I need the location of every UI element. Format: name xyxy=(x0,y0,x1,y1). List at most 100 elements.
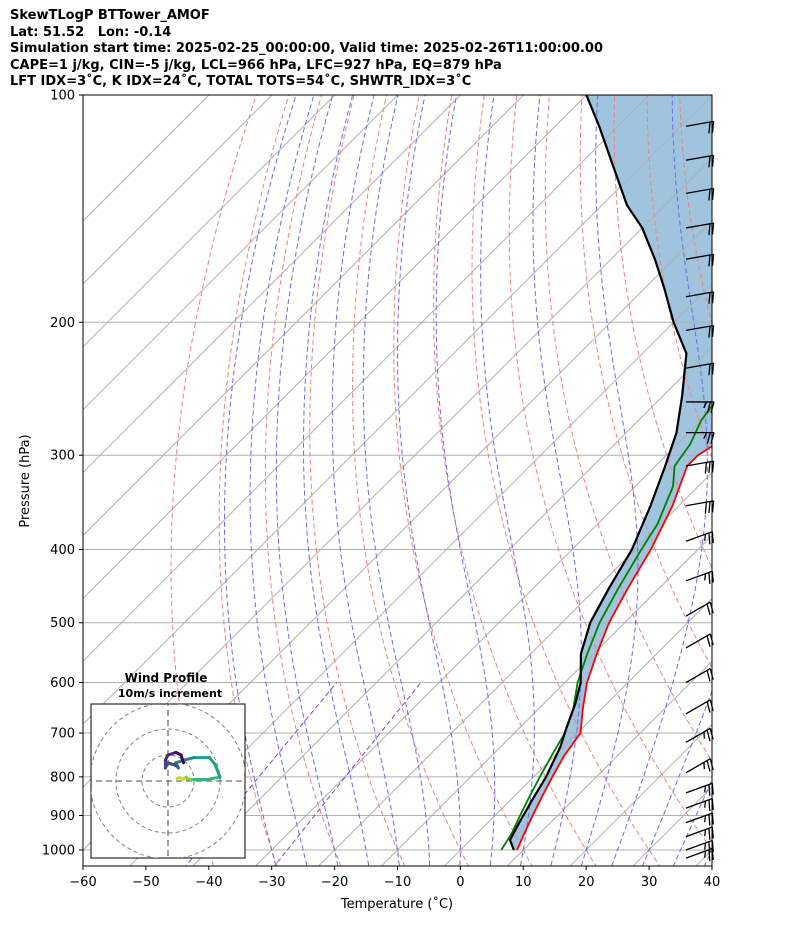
barb-shaft xyxy=(685,362,714,369)
barb-feather xyxy=(706,670,711,682)
wind-barb xyxy=(685,222,715,236)
x-axis-label: Temperature (˚C) xyxy=(340,896,453,912)
title-line-location: Lat: 51.52 Lon: -0.14 xyxy=(10,24,172,40)
barb-shaft xyxy=(685,500,714,507)
mixing-ratio-line xyxy=(273,682,422,866)
isotherm-line xyxy=(443,597,712,866)
barb-shaft xyxy=(685,187,714,195)
barb-feather xyxy=(711,223,715,235)
moist-adiabat-line xyxy=(224,95,297,866)
x-tick-label: 0 xyxy=(456,875,464,890)
y-tick-label: 400 xyxy=(50,543,75,558)
barb-shaft xyxy=(685,570,713,582)
chart-title: SkewTLogP BTTower_AMOF Lat: 51.52 Lon: -… xyxy=(10,8,603,91)
barb-feather xyxy=(708,326,711,338)
x-tick-label: −50 xyxy=(132,875,159,890)
isotherm-line xyxy=(83,95,210,222)
barb-feather xyxy=(704,850,707,858)
barb-shaft xyxy=(685,253,714,260)
wind-barb xyxy=(685,291,715,304)
moist-adiabat-line xyxy=(672,778,712,866)
y-tick-label: 900 xyxy=(50,809,75,824)
moist-adiabat-line xyxy=(396,95,461,866)
isotherm-line xyxy=(192,346,712,866)
parcel-line xyxy=(508,95,688,851)
barb-shaft xyxy=(685,324,714,332)
moist-adiabat-line xyxy=(275,95,339,866)
title-line-times: Simulation start time: 2025-02-25_00:00:… xyxy=(10,41,603,56)
barb-feather xyxy=(711,363,715,375)
barb-shaft xyxy=(685,812,713,824)
y-tick-label: 600 xyxy=(50,676,75,691)
background-lines xyxy=(83,61,794,882)
barb-shaft xyxy=(685,531,713,542)
barb-feather xyxy=(708,292,711,304)
title-line-station: SkewTLogP BTTower_AMOF xyxy=(10,8,210,23)
title-line-indices-2: LFT IDX=3˚C, K IDX=24˚C, TOTAL TOTS=54˚C… xyxy=(10,74,472,89)
wind-barb xyxy=(685,324,715,338)
moist-adiabat-line xyxy=(303,95,370,866)
x-tick-label: 20 xyxy=(578,875,595,890)
y-tick-label: 1000 xyxy=(42,844,75,859)
barb-feather xyxy=(706,401,711,414)
dry-adiabat-line xyxy=(433,95,597,866)
barb-shaft xyxy=(685,699,711,715)
isotherm-line xyxy=(83,95,712,725)
barb-feather xyxy=(703,432,708,439)
barb-shaft xyxy=(685,667,711,684)
moist-adiabat-line xyxy=(642,689,712,866)
barb-feather xyxy=(708,784,711,796)
hodograph-trace xyxy=(163,750,222,781)
y-tick-label: 200 xyxy=(50,316,75,331)
barb-shaft xyxy=(685,847,713,859)
moist-adiabat-line xyxy=(362,95,431,866)
barb-feather xyxy=(704,815,707,823)
y-tick-label: 700 xyxy=(50,727,75,742)
dry-adiabat-line xyxy=(264,95,342,866)
barb-feather xyxy=(708,828,711,840)
x-tick-label: 10 xyxy=(515,875,532,890)
dewpoint-line xyxy=(500,404,712,851)
wind-barb xyxy=(685,253,715,267)
barb-feather xyxy=(711,500,715,513)
dry-adiabat-line xyxy=(742,61,794,882)
isotherm-line xyxy=(83,95,399,411)
barb-shaft xyxy=(685,601,711,617)
barb-feather xyxy=(708,121,711,134)
dry-adiabat-line xyxy=(309,95,406,866)
moist-adiabat-line xyxy=(532,95,582,866)
wind-barb xyxy=(685,847,714,862)
barb-shaft xyxy=(685,758,711,774)
moist-adiabat-line xyxy=(580,95,639,866)
barb-feather xyxy=(708,223,711,236)
hodograph-title: Wind Profile xyxy=(125,671,208,685)
barb-shaft xyxy=(685,839,713,851)
isotherm-line xyxy=(83,95,336,348)
isotherm-line xyxy=(254,408,712,866)
y-tick-label: 500 xyxy=(50,616,75,631)
barb-shaft xyxy=(685,120,714,127)
x-tick-label: 30 xyxy=(641,875,658,890)
barb-shaft xyxy=(685,222,714,229)
barb-feather xyxy=(708,501,711,513)
barb-shaft xyxy=(685,291,714,298)
barb-feather xyxy=(708,814,711,826)
x-tick-label: 40 xyxy=(704,875,721,890)
barb-shaft xyxy=(685,797,713,809)
wind-barb xyxy=(685,154,715,168)
hodograph-segment xyxy=(213,762,222,779)
dry-adiabat-line xyxy=(774,61,794,882)
axes: −60 −50 −40 −30 −20 −10 0 10 20 30 40 1000 900 800 700… xyxy=(42,89,720,891)
dry-adiabat-line xyxy=(352,95,470,866)
profile-lines xyxy=(500,95,712,851)
barb-shaft xyxy=(685,633,711,649)
temperature-line xyxy=(516,445,712,851)
x-tick-label: −10 xyxy=(384,875,411,890)
barb-feather xyxy=(704,842,707,850)
barb-feather xyxy=(708,461,711,474)
x-tick-label: −60 xyxy=(69,875,96,890)
hodograph-segment xyxy=(182,756,196,762)
wind-barbs xyxy=(685,120,715,862)
barb-feather xyxy=(704,534,707,541)
barb-feather xyxy=(708,532,711,545)
